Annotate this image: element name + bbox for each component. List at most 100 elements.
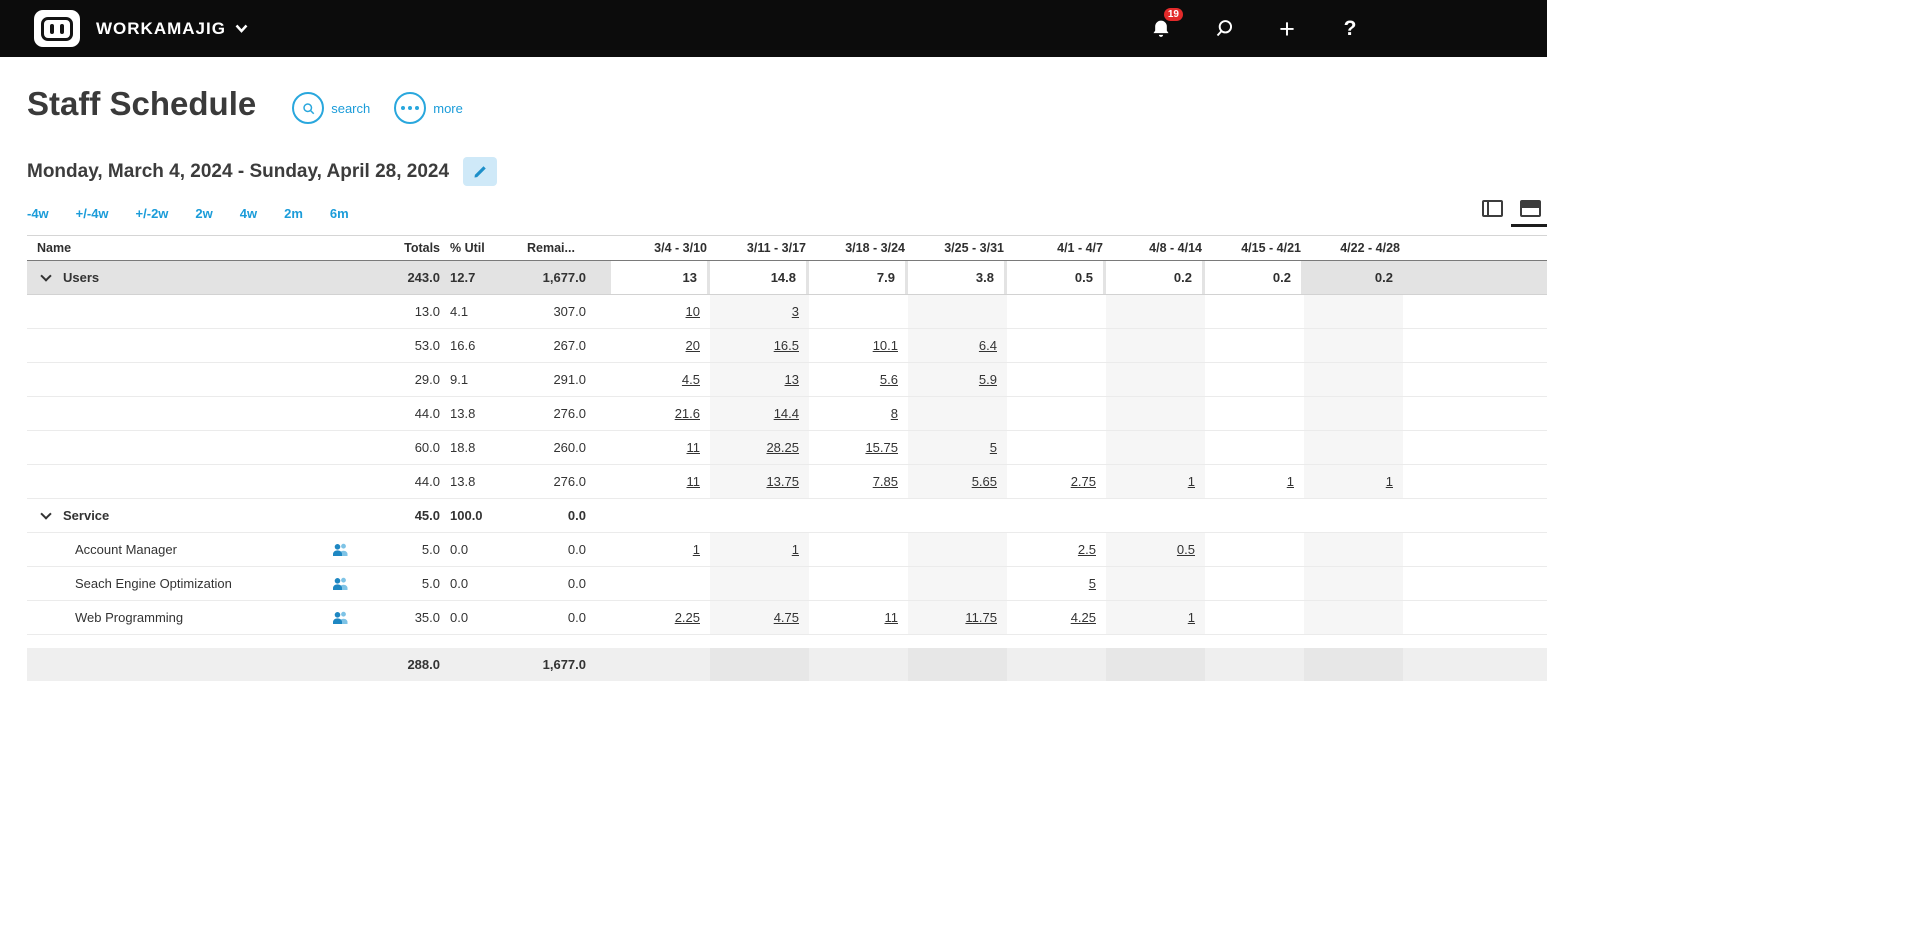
allocation-link[interactable]: 1 bbox=[1385, 474, 1393, 489]
column-header[interactable]: Remai... bbox=[527, 241, 575, 255]
allocation-link[interactable]: 13 bbox=[784, 372, 799, 387]
allocation-link[interactable]: 16.5 bbox=[773, 338, 799, 353]
allocation-link[interactable]: 6.4 bbox=[978, 338, 997, 353]
name-cell: Seach Engine Optimization bbox=[27, 567, 357, 600]
column-header[interactable]: 3/4 - 3/10 bbox=[654, 241, 707, 255]
column-header[interactable]: 4/15 - 4/21 bbox=[1241, 241, 1301, 255]
group-row: Service 45.0 100.0 0.0 bbox=[27, 499, 1547, 533]
allocation-link[interactable]: 5.65 bbox=[971, 474, 997, 489]
allocation-link[interactable]: 10 bbox=[685, 304, 700, 319]
allocation-link[interactable]: 4.25 bbox=[1070, 610, 1096, 625]
week-cell: 6.4 bbox=[908, 329, 1007, 362]
week-cell: 5.6 bbox=[809, 363, 908, 396]
column-header[interactable]: 4/22 - 4/28 bbox=[1340, 241, 1400, 255]
allocation-link[interactable]: 3 bbox=[791, 304, 799, 319]
util-value: 18.8 bbox=[450, 440, 476, 455]
range-link[interactable]: 2w bbox=[195, 205, 213, 221]
week-cell bbox=[1205, 533, 1304, 566]
allocation-link[interactable]: 2.75 bbox=[1070, 474, 1096, 489]
footer-week-cell bbox=[611, 648, 710, 681]
allocation-link[interactable]: 0.5 bbox=[1176, 542, 1195, 557]
name-cell: Service bbox=[27, 499, 357, 532]
group-name[interactable]: Users bbox=[63, 270, 100, 285]
range-link[interactable]: 6m bbox=[329, 205, 349, 221]
range-links-row: -4w +/-4w +/-2w 2w 4w 2m 6m bbox=[27, 200, 1547, 227]
column-header[interactable]: 4/8 - 4/14 bbox=[1149, 241, 1202, 255]
week-cell: 5 bbox=[908, 431, 1007, 464]
resource-name[interactable]: Web Programming bbox=[75, 610, 184, 625]
allocation-link[interactable]: 8 bbox=[890, 406, 898, 421]
week-cell bbox=[611, 499, 710, 532]
resource-name[interactable]: Account Manager bbox=[75, 542, 177, 557]
allocation-link[interactable]: 1 bbox=[1187, 474, 1195, 489]
people-icon[interactable] bbox=[332, 611, 349, 625]
allocation-link[interactable]: 5.6 bbox=[879, 372, 898, 387]
allocation-link[interactable]: 11 bbox=[686, 440, 701, 455]
notifications-button[interactable]: 19 bbox=[1150, 7, 1183, 42]
allocation-link[interactable]: 11 bbox=[884, 610, 899, 625]
allocation-link[interactable]: 13.75 bbox=[766, 474, 799, 489]
allocation-link[interactable]: 14.4 bbox=[773, 406, 799, 421]
range-link[interactable]: +/-4w bbox=[75, 205, 109, 221]
allocation-link[interactable]: 4.5 bbox=[681, 372, 700, 387]
people-icon[interactable] bbox=[332, 577, 349, 591]
people-icon[interactable] bbox=[332, 543, 349, 557]
more-options-button[interactable]: more bbox=[394, 92, 463, 124]
allocation-link[interactable]: 11 bbox=[686, 474, 701, 489]
range-link[interactable]: 4w bbox=[239, 205, 258, 221]
allocation-link[interactable]: 15.75 bbox=[865, 440, 898, 455]
allocation-link[interactable]: 1 bbox=[1286, 474, 1294, 489]
column-header[interactable]: 3/18 - 3/24 bbox=[845, 241, 905, 255]
resource-name[interactable]: Seach Engine Optimization bbox=[75, 576, 232, 591]
logo-eye-icon bbox=[50, 23, 54, 34]
allocation-link[interactable]: 1 bbox=[791, 542, 799, 557]
range-link[interactable]: +/-2w bbox=[135, 205, 169, 221]
allocation-link[interactable]: 5 bbox=[1088, 576, 1096, 591]
chevron-down-icon[interactable] bbox=[40, 508, 52, 520]
week-cell bbox=[1205, 329, 1304, 362]
allocation-link[interactable]: 7.85 bbox=[872, 474, 898, 489]
week-cell bbox=[1205, 601, 1304, 634]
vertical-layout-toggle[interactable] bbox=[1482, 200, 1503, 217]
column-header[interactable]: Totals bbox=[404, 241, 440, 255]
add-button[interactable]: + bbox=[1276, 15, 1298, 42]
help-button[interactable]: ? bbox=[1339, 16, 1361, 42]
column-header[interactable]: Name bbox=[37, 241, 72, 255]
allocation-link[interactable]: 4.75 bbox=[773, 610, 799, 625]
totals-value: 5.0 bbox=[421, 542, 440, 557]
brand-menu[interactable]: WORKAMAJIG bbox=[96, 19, 248, 39]
allocation-link[interactable]: 11.75 bbox=[965, 610, 997, 625]
totals-value: 243.0 bbox=[407, 270, 440, 285]
group-name[interactable]: Service bbox=[63, 508, 110, 523]
allocation-link[interactable]: 1 bbox=[1187, 610, 1195, 625]
edit-date-range-button[interactable] bbox=[463, 157, 498, 186]
allocation-link[interactable]: 5.9 bbox=[978, 372, 997, 387]
range-link[interactable]: -4w bbox=[27, 205, 49, 221]
allocation-link[interactable]: 10.1 bbox=[872, 338, 898, 353]
column-header[interactable]: 3/11 - 3/17 bbox=[746, 241, 806, 255]
column-header[interactable]: 3/25 - 3/31 bbox=[944, 241, 1004, 255]
global-search-button[interactable] bbox=[1213, 16, 1235, 42]
allocation-link[interactable]: 1 bbox=[692, 542, 700, 557]
chevron-down-icon[interactable] bbox=[40, 270, 52, 282]
column-header[interactable]: 4/1 - 4/7 bbox=[1057, 241, 1103, 255]
week-cell: 14.4 bbox=[710, 397, 809, 430]
allocation-value: 0.2 bbox=[1173, 270, 1192, 285]
week-cell bbox=[1304, 601, 1403, 634]
range-link[interactable]: 2m bbox=[284, 205, 303, 221]
allocation-link[interactable]: 21.6 bbox=[674, 406, 700, 421]
workamajig-logo-icon[interactable] bbox=[34, 10, 80, 47]
allocation-link[interactable]: 2.25 bbox=[674, 610, 700, 625]
allocation-link[interactable]: 28.25 bbox=[766, 440, 799, 455]
week-cell bbox=[1007, 397, 1106, 430]
allocation-link[interactable]: 20 bbox=[685, 338, 700, 353]
allocation-link[interactable]: 2.5 bbox=[1077, 542, 1096, 557]
search-schedule-button[interactable]: search bbox=[292, 92, 370, 124]
totals-value: 44.0 bbox=[414, 406, 440, 421]
column-header[interactable]: % Util bbox=[450, 241, 485, 255]
name-cell bbox=[27, 329, 357, 362]
allocation-value: 3.8 bbox=[975, 270, 994, 285]
horizontal-layout-toggle[interactable] bbox=[1520, 200, 1541, 217]
allocation-link[interactable]: 5 bbox=[989, 440, 997, 455]
week-cell: 0.2 bbox=[1304, 261, 1403, 294]
